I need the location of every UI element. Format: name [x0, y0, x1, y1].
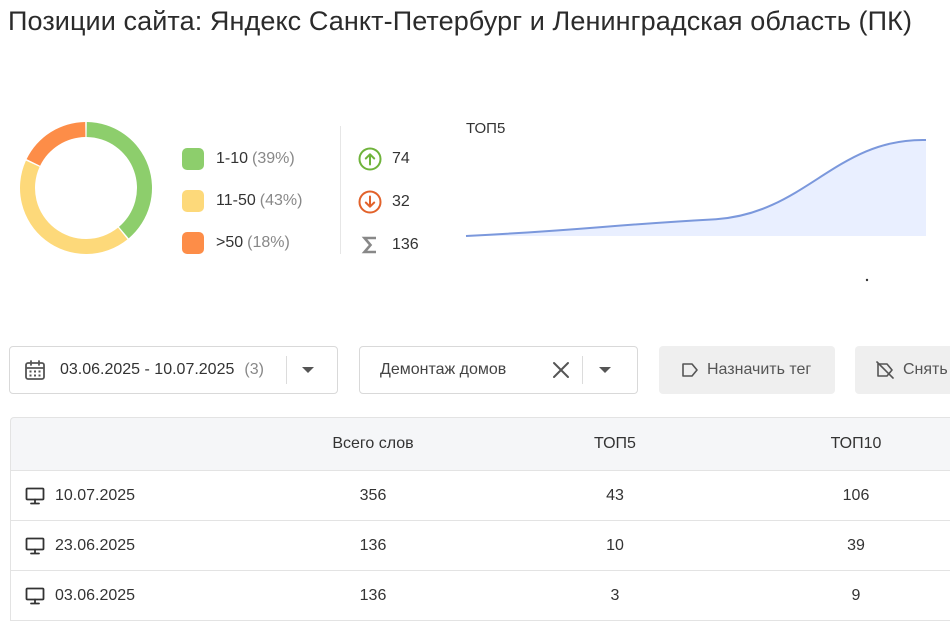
table-header: Всего слов ТОП5 ТОП10 [10, 417, 950, 470]
desktop-icon [25, 487, 45, 505]
column-header-top5[interactable]: ТОП5 [594, 435, 636, 452]
sparkline-line [465, 138, 927, 237]
stat-down-value: 32 [392, 192, 410, 210]
row-top10: 39 [847, 536, 865, 554]
row-total: 136 [359, 536, 387, 554]
arrow-down-circle-icon [358, 190, 382, 214]
desktop-icon [25, 587, 45, 605]
tag-filter-value: Демонтаж домов [380, 361, 507, 378]
row-top5: 43 [606, 486, 624, 504]
assign-tag-label: Назначить тег [707, 361, 812, 378]
tag-filter-select[interactable]: Демонтаж домов [359, 346, 638, 394]
desktop-icon [25, 537, 45, 555]
table-row[interactable]: 03.06.2025 136 3 9 [10, 571, 950, 621]
row-date: 10.07.2025 [55, 486, 136, 504]
remove-tag-button[interactable]: Снять [855, 346, 950, 394]
row-top5: 10 [606, 536, 624, 554]
dropdown-divider [285, 356, 287, 384]
legend-label: 1-10 [216, 150, 249, 167]
date-range-count: (3) [244, 361, 264, 378]
legend-label: >50 [216, 234, 244, 251]
legend-item-11-50[interactable]: 11-50 (43%) [182, 180, 302, 222]
table-row[interactable]: 23.06.2025 136 10 39 [10, 521, 950, 571]
date-range-picker[interactable]: 03.06.2025 - 10.07.2025 (3) [9, 346, 338, 394]
row-top10: 9 [851, 586, 861, 604]
donut-segment-3[interactable] [26, 122, 86, 166]
row-top5: 3 [610, 586, 620, 604]
positions-table: Всего слов ТОП5 ТОП10 10.07.2025 356 43 … [10, 417, 950, 621]
donut-segment-1[interactable] [86, 122, 153, 239]
column-header-total[interactable]: Всего слов [332, 435, 414, 452]
legend-swatch [182, 190, 204, 212]
tag-icon [681, 362, 699, 378]
chevron-down-icon[interactable] [598, 365, 612, 375]
remove-tag-label: Снять [903, 361, 948, 378]
row-total: 136 [359, 586, 387, 604]
top5-sparkline: ТОП5 [465, 120, 927, 282]
date-range-value: 03.06.2025 - 10.07.2025 [60, 361, 235, 378]
legend-percent: (43%) [259, 192, 303, 209]
stat-down[interactable]: 32 [358, 180, 419, 223]
row-top10: 106 [842, 486, 870, 504]
row-total: 356 [359, 486, 387, 504]
position-changes: 74 32 136 [358, 137, 419, 266]
distribution-legend: 1-10 (39%) 11-50 (43%) >50 (18%) [182, 138, 302, 264]
legend-swatch [182, 232, 204, 254]
tag-off-icon [875, 361, 895, 379]
legend-swatch [182, 148, 204, 170]
sigma-icon [358, 233, 382, 257]
stat-total[interactable]: 136 [358, 223, 419, 266]
legend-item-over-50[interactable]: >50 (18%) [182, 222, 302, 264]
stats-divider [340, 126, 341, 254]
clear-icon[interactable] [552, 361, 570, 379]
row-date-cell: 10.07.2025 [25, 471, 135, 520]
page-title: Позиции сайта: Яндекс Санкт-Петербург и … [8, 6, 913, 36]
stat-up[interactable]: 74 [358, 137, 419, 180]
sparkline-area [466, 139, 926, 236]
calendar-icon [24, 359, 46, 381]
legend-percent: (18%) [247, 234, 290, 251]
row-date: 03.06.2025 [55, 586, 136, 604]
assign-tag-button[interactable]: Назначить тег [659, 346, 835, 394]
legend-percent: (39%) [252, 150, 295, 167]
row-date: 23.06.2025 [55, 536, 136, 554]
donut-segment-2[interactable] [19, 160, 128, 255]
stat-total-value: 136 [392, 235, 419, 253]
legend-label: 11-50 [216, 192, 256, 209]
dropdown-divider [582, 356, 584, 384]
sparkline-label: ТОП5 [466, 120, 505, 137]
legend-item-1-10[interactable]: 1-10 (39%) [182, 138, 302, 180]
row-date-cell: 23.06.2025 [25, 521, 135, 570]
stat-up-value: 74 [392, 149, 410, 167]
row-date-cell: 03.06.2025 [25, 571, 135, 620]
table-row[interactable]: 10.07.2025 356 43 106 [10, 470, 950, 521]
chevron-down-icon[interactable] [301, 365, 315, 375]
arrow-up-circle-icon [358, 147, 382, 171]
sparkline-dot [865, 278, 869, 282]
column-header-top10[interactable]: ТОП10 [830, 435, 882, 452]
distribution-donut-chart [19, 122, 153, 255]
